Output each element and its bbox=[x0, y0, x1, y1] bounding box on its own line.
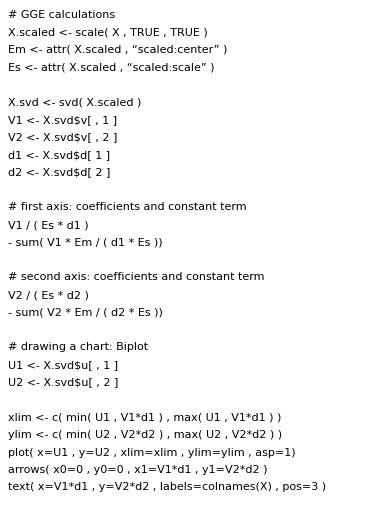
Text: # second axis: coefficients and constant term: # second axis: coefficients and constant… bbox=[8, 272, 265, 283]
Text: V2 <- X.svd$v[ , 2 ]: V2 <- X.svd$v[ , 2 ] bbox=[8, 133, 117, 142]
Text: X.scaled <- scale( X , TRUE , TRUE ): X.scaled <- scale( X , TRUE , TRUE ) bbox=[8, 28, 208, 38]
Text: V1 / ( Es * d1 ): V1 / ( Es * d1 ) bbox=[8, 220, 89, 230]
Text: U2 <- X.svd$u[ , 2 ]: U2 <- X.svd$u[ , 2 ] bbox=[8, 377, 118, 388]
Text: - sum( V2 * Em / ( d2 * Es )): - sum( V2 * Em / ( d2 * Es )) bbox=[8, 307, 163, 318]
Text: U1 <- X.svd$u[ , 1 ]: U1 <- X.svd$u[ , 1 ] bbox=[8, 360, 118, 370]
Text: plot( x=U1 , y=U2 , xlim=xlim , ylim=ylim , asp=1): plot( x=U1 , y=U2 , xlim=xlim , ylim=yli… bbox=[8, 448, 296, 457]
Text: d2 <- X.svd$d[ 2 ]: d2 <- X.svd$d[ 2 ] bbox=[8, 168, 110, 177]
Text: # first axis: coefficients and constant term: # first axis: coefficients and constant … bbox=[8, 203, 247, 212]
Text: V2 / ( Es * d2 ): V2 / ( Es * d2 ) bbox=[8, 290, 89, 300]
Text: Es <- attr( X.scaled , “scaled:scale” ): Es <- attr( X.scaled , “scaled:scale” ) bbox=[8, 63, 215, 72]
Text: arrows( x0=0 , y0=0 , x1=V1*d1 , y1=V2*d2 ): arrows( x0=0 , y0=0 , x1=V1*d1 , y1=V2*d… bbox=[8, 465, 268, 475]
Text: # GGE calculations: # GGE calculations bbox=[8, 10, 115, 20]
Text: Em <- attr( X.scaled , “scaled:center” ): Em <- attr( X.scaled , “scaled:center” ) bbox=[8, 45, 227, 55]
Text: d1 <- X.svd$d[ 1 ]: d1 <- X.svd$d[ 1 ] bbox=[8, 150, 110, 160]
Text: text( x=V1*d1 , y=V2*d2 , labels=colnames(X) , pos=3 ): text( x=V1*d1 , y=V2*d2 , labels=colname… bbox=[8, 483, 326, 492]
Text: X.svd <- svd( X.scaled ): X.svd <- svd( X.scaled ) bbox=[8, 98, 141, 107]
Text: V1 <- X.svd$v[ , 1 ]: V1 <- X.svd$v[ , 1 ] bbox=[8, 115, 117, 125]
Text: ylim <- c( min( U2 , V2*d2 ) , max( U2 , V2*d2 ) ): ylim <- c( min( U2 , V2*d2 ) , max( U2 ,… bbox=[8, 430, 282, 440]
Text: xlim <- c( min( U1 , V1*d1 ) , max( U1 , V1*d1 ) ): xlim <- c( min( U1 , V1*d1 ) , max( U1 ,… bbox=[8, 413, 281, 423]
Text: - sum( V1 * Em / ( d1 * Es )): - sum( V1 * Em / ( d1 * Es )) bbox=[8, 237, 162, 248]
Text: # drawing a chart: Biplot: # drawing a chart: Biplot bbox=[8, 342, 148, 353]
